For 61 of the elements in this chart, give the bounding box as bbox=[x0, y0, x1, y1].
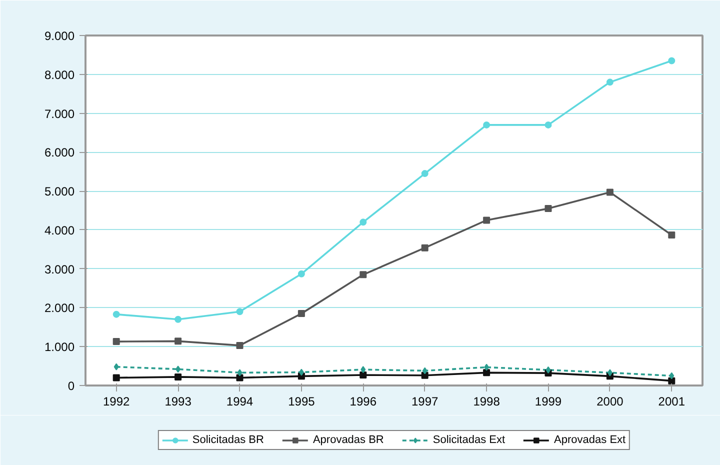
x-tick-label: 1993 bbox=[164, 394, 192, 408]
legend-label: Aprovadas BR bbox=[312, 434, 384, 446]
point bbox=[112, 310, 120, 318]
y-tick-label: 3.000 bbox=[44, 262, 75, 276]
point bbox=[237, 369, 242, 376]
point bbox=[544, 121, 552, 128]
point bbox=[236, 342, 244, 349]
x-tick-label: 1999 bbox=[534, 394, 562, 408]
point bbox=[298, 368, 304, 376]
point bbox=[360, 218, 367, 226]
point bbox=[422, 367, 428, 374]
point bbox=[668, 232, 676, 238]
y-tick-label: 1.000 bbox=[44, 340, 75, 354]
point bbox=[668, 377, 676, 384]
point bbox=[546, 366, 551, 374]
point bbox=[669, 372, 674, 380]
point bbox=[174, 338, 182, 345]
point bbox=[668, 57, 676, 64]
y-tick-label: 6.000 bbox=[44, 146, 75, 160]
x-tick-label: 1995 bbox=[288, 394, 316, 408]
y-tick-label: 7.000 bbox=[44, 106, 75, 121]
y-tick-label: 0 bbox=[68, 379, 75, 393]
point bbox=[606, 188, 614, 196]
y-tick-label: 2.000 bbox=[44, 301, 75, 316]
point bbox=[360, 372, 367, 378]
point bbox=[483, 369, 490, 376]
y-tick-label: 9.000 bbox=[44, 29, 75, 43]
point bbox=[114, 363, 119, 370]
point bbox=[360, 366, 366, 374]
point bbox=[112, 374, 120, 382]
legend-label: Solicitadas BR bbox=[192, 434, 264, 446]
point bbox=[112, 338, 120, 346]
point bbox=[607, 369, 612, 376]
point bbox=[236, 308, 244, 316]
x-tick-label: 1997 bbox=[412, 394, 439, 408]
x-tick-label: 2001 bbox=[658, 394, 686, 408]
point bbox=[360, 271, 367, 278]
y-tick-label: 5.000 bbox=[44, 184, 75, 199]
point bbox=[176, 366, 181, 373]
x-tick-label: 1998 bbox=[473, 394, 500, 408]
x-tick-label: 1992 bbox=[103, 394, 130, 408]
point bbox=[236, 374, 244, 382]
point bbox=[174, 316, 182, 323]
point bbox=[483, 121, 490, 128]
point bbox=[298, 310, 305, 318]
x-tick-label: 1996 bbox=[350, 394, 377, 408]
x-tick-label: 2000 bbox=[596, 394, 624, 408]
x-tick-label: 1994 bbox=[226, 394, 254, 408]
y-tick-label: 4.000 bbox=[44, 223, 75, 238]
point bbox=[421, 244, 428, 252]
legend-label: Aprovadas Ext bbox=[554, 434, 626, 446]
point bbox=[421, 170, 428, 178]
legend-label: Solicitadas Ext bbox=[432, 434, 506, 446]
point bbox=[421, 372, 428, 379]
point bbox=[174, 373, 182, 380]
point bbox=[606, 78, 614, 86]
point bbox=[483, 216, 490, 224]
point bbox=[484, 364, 490, 371]
point bbox=[298, 270, 305, 278]
y-tick-label: 8.000 bbox=[44, 68, 75, 82]
point bbox=[544, 205, 552, 212]
